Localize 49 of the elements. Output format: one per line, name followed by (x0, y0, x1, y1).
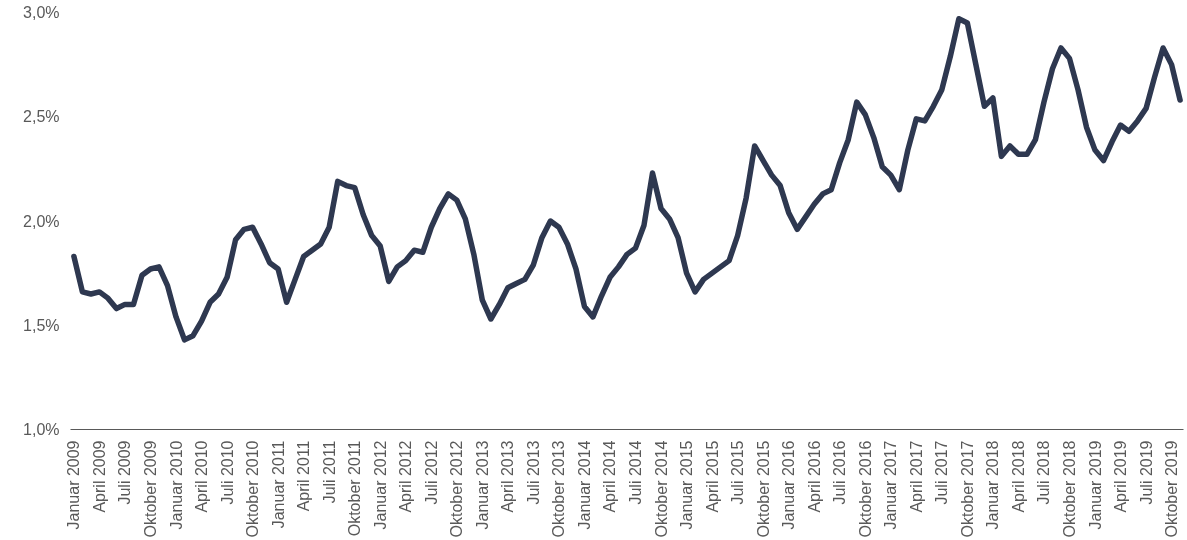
x-tick-label: Juli 2011 (320, 440, 338, 504)
x-tick-label: Januar 2013 (473, 440, 491, 530)
x-tick-label: Juli 2016 (831, 440, 849, 505)
x-tick-label: April 2017 (907, 440, 925, 513)
x-tick-label: Juli 2013 (524, 440, 542, 505)
x-tick-label: Oktober 2018 (1060, 440, 1078, 538)
y-tick-label: 2,5% (23, 108, 60, 126)
x-tick-label: Januar 2009 (65, 440, 83, 530)
x-tick-label: Juli 2018 (1035, 440, 1053, 505)
x-tick-label: April 2014 (601, 440, 619, 513)
x-tick-label: Oktober 2013 (550, 440, 568, 538)
x-tick-label: Oktober 2019 (1163, 440, 1181, 538)
x-tick-label: Januar 2012 (371, 440, 389, 530)
x-tick-label: Oktober 2009 (141, 440, 159, 538)
x-tick-label: Oktober 2010 (244, 440, 262, 538)
x-tick-label: April 2012 (397, 440, 415, 513)
x-tick-label: Juli 2019 (1137, 440, 1155, 505)
x-tick-label: Juli 2015 (729, 440, 747, 505)
x-tick-label: April 2013 (499, 440, 517, 513)
x-tick-label: Juli 2009 (116, 440, 134, 505)
x-tick-label: Oktober 2011 (346, 440, 364, 537)
x-tick-label: April 2016 (805, 440, 823, 513)
x-tick-label: April 2018 (1009, 440, 1027, 513)
x-tick-label: Januar 2015 (678, 440, 696, 530)
x-tick-label: Januar 2017 (882, 440, 900, 530)
x-tick-label: April 2011 (295, 440, 313, 512)
x-tick-label: Januar 2019 (1086, 440, 1104, 530)
x-tick-label: Januar 2016 (780, 440, 798, 530)
x-tick-label: April 2009 (90, 440, 108, 513)
x-tick-label: Juli 2014 (627, 440, 645, 505)
x-tick-label: Januar 2018 (984, 440, 1002, 530)
x-tick-label: Januar 2014 (575, 440, 593, 530)
x-tick-label: Oktober 2012 (448, 440, 466, 538)
y-tick-label: 1,0% (23, 421, 60, 438)
x-tick-label: Juli 2010 (218, 440, 236, 505)
x-tick-label: Oktober 2016 (856, 440, 874, 538)
x-tick-label: Oktober 2014 (652, 440, 670, 538)
x-tick-label: Juli 2017 (933, 440, 951, 505)
x-tick-label: Januar 2010 (167, 440, 185, 530)
y-tick-label: 1,5% (23, 316, 60, 334)
x-tick-label: April 2015 (703, 440, 721, 513)
x-tick-label: April 2010 (193, 440, 211, 513)
x-tick-label: April 2019 (1112, 440, 1130, 513)
x-tick-label: Januar 2011 (269, 440, 287, 529)
x-tick-label: Juli 2012 (422, 440, 440, 505)
x-tick-label: Oktober 2017 (958, 440, 976, 538)
y-tick-label: 2,0% (23, 212, 60, 230)
y-tick-label: 3,0% (23, 4, 60, 21)
x-tick-label: Oktober 2015 (754, 440, 772, 538)
